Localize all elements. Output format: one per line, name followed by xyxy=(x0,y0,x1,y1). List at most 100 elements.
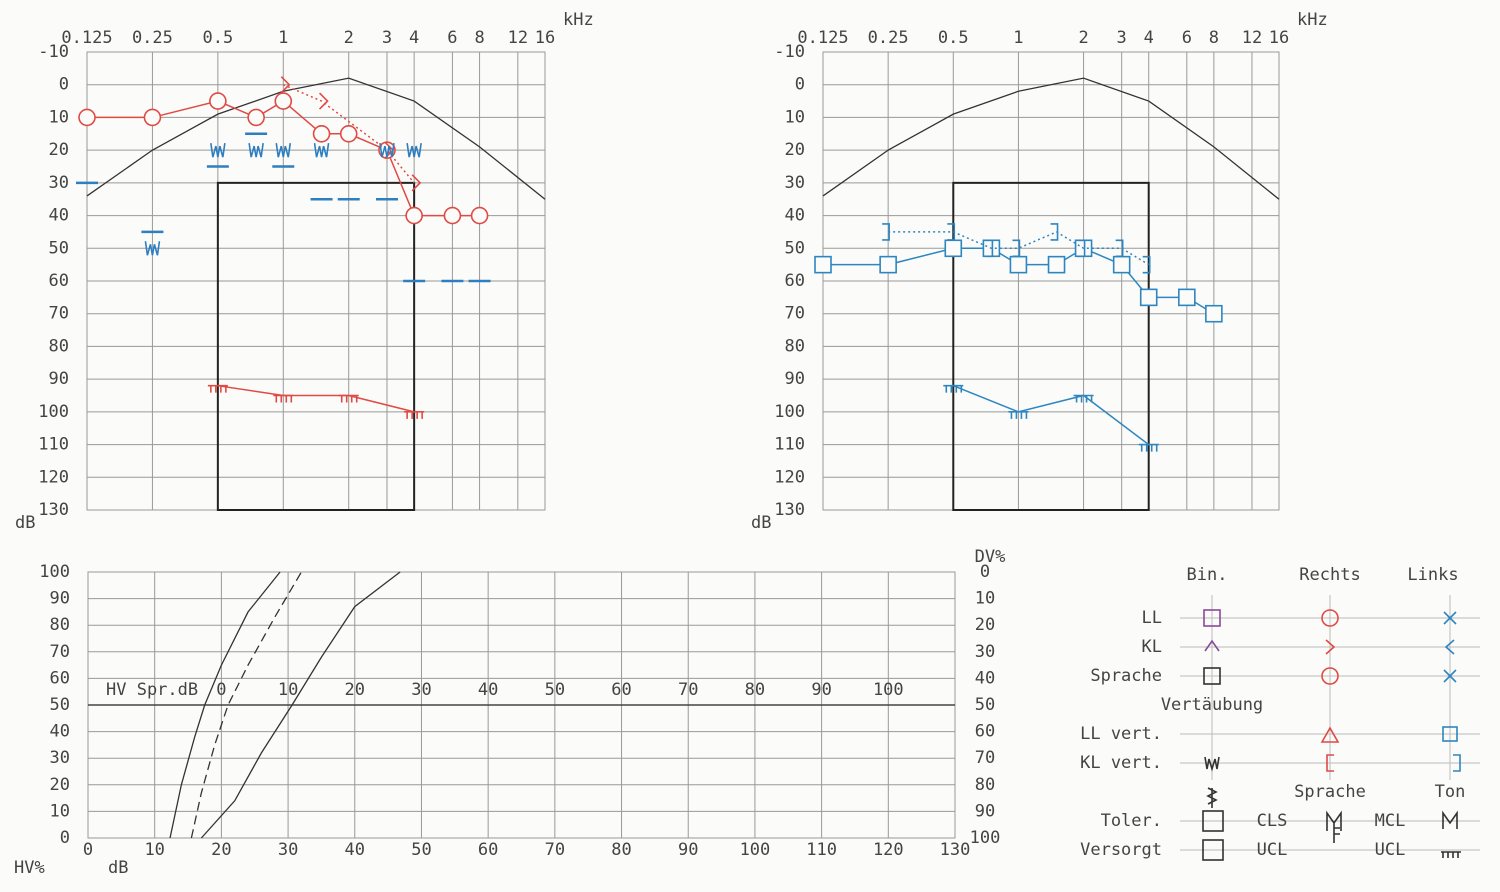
x-tick-label: 90 xyxy=(678,840,698,860)
data-marker xyxy=(339,124,358,143)
y-tick-label: 70 xyxy=(50,642,70,662)
legend-label: MCL xyxy=(1375,811,1406,831)
x-tick-label: 8 xyxy=(1209,28,1219,48)
series-line xyxy=(200,571,401,839)
legend-label: Versorgt xyxy=(1080,840,1162,860)
legend-header: Links xyxy=(1407,565,1458,585)
x-tick-label: 0.125 xyxy=(61,28,112,48)
x-tick-label: 0.5 xyxy=(202,28,233,48)
y-tick-label: 30 xyxy=(49,173,69,193)
x-tick-label: 6 xyxy=(447,28,457,48)
data-marker xyxy=(338,394,359,403)
y-axis-label: dB xyxy=(15,513,35,533)
symbol xyxy=(1453,754,1461,772)
data-marker xyxy=(1178,288,1196,307)
data-marker xyxy=(443,206,462,225)
y-tick-label: 80 xyxy=(49,336,69,356)
y2-tick-label: 50 xyxy=(975,695,995,715)
x-tick-label: 16 xyxy=(535,28,555,48)
data-marker xyxy=(405,206,423,225)
data-marker xyxy=(882,223,890,241)
symbol xyxy=(1441,851,1461,858)
y-tick-label: 40 xyxy=(49,206,69,226)
y-tick-label: 0 xyxy=(60,828,70,848)
x-tick-label: 110 xyxy=(806,840,837,860)
x-tick-label: 1 xyxy=(1013,28,1023,48)
reference-box xyxy=(216,181,416,511)
symbol xyxy=(1442,726,1458,742)
data-marker xyxy=(1138,443,1159,452)
y-axis-label: dB xyxy=(751,513,771,533)
y-tick-label: 60 xyxy=(50,668,70,688)
legend-header: Ton xyxy=(1435,782,1466,802)
x-tick-label: 2 xyxy=(344,28,354,48)
data-marker xyxy=(312,124,331,143)
x2-tick-label: 70 xyxy=(678,680,698,700)
x-axis-label: kHz xyxy=(563,10,594,30)
y-tick-label: 10 xyxy=(49,107,69,127)
x2-tick-label: 20 xyxy=(345,680,365,700)
y2-tick-label: 10 xyxy=(975,589,995,609)
legend-label: Toler. xyxy=(1101,811,1162,831)
x2-tick-label: 40 xyxy=(478,680,498,700)
x2-axis-label: HV Spr.dB xyxy=(106,680,198,700)
data-marker xyxy=(1073,394,1094,403)
legend-header: Sprache xyxy=(1294,782,1366,802)
series-line xyxy=(169,571,281,839)
symbol xyxy=(1204,756,1220,772)
data-marker xyxy=(470,206,489,225)
y-tick-label: 40 xyxy=(785,206,805,226)
y2-tick-label: 20 xyxy=(975,615,995,635)
symbol xyxy=(1444,639,1455,655)
symbol xyxy=(1203,667,1221,685)
x-tick-label: 130 xyxy=(940,840,971,860)
x-axis-label: kHz xyxy=(1297,10,1328,30)
data-marker xyxy=(275,143,292,158)
data-marker xyxy=(248,143,264,158)
legend-label: Sprache xyxy=(1090,666,1162,686)
symbol xyxy=(1326,810,1342,843)
data-marker xyxy=(273,394,294,403)
data-marker xyxy=(210,143,226,158)
legend-header: Bin. xyxy=(1187,565,1228,585)
x2-tick-label: 0 xyxy=(216,680,226,700)
x-axis-label: dB xyxy=(108,858,128,878)
symbol xyxy=(1202,810,1224,832)
x-tick-label: 70 xyxy=(545,840,565,860)
data-marker xyxy=(379,143,395,158)
y2-tick-label: 80 xyxy=(975,775,995,795)
data-marker xyxy=(313,143,330,158)
x-tick-label: 2 xyxy=(1078,28,1088,48)
x-tick-label: 100 xyxy=(740,840,771,860)
legend-label: KL vert. xyxy=(1080,753,1162,773)
x2-tick-label: 100 xyxy=(873,680,904,700)
y-tick-label: 80 xyxy=(50,615,70,635)
data-marker xyxy=(1008,411,1029,419)
y-tick-label: 60 xyxy=(49,271,69,291)
x-tick-label: 3 xyxy=(1117,28,1127,48)
x2-tick-label: 90 xyxy=(811,680,831,700)
data-marker xyxy=(943,384,964,393)
y2-tick-label: 60 xyxy=(975,722,995,742)
y-tick-label: 70 xyxy=(49,304,69,324)
y-tick-label: -10 xyxy=(774,42,805,62)
x2-tick-label: 80 xyxy=(745,680,765,700)
symbol xyxy=(1443,611,1457,625)
series-line xyxy=(282,84,415,184)
data-marker xyxy=(280,76,291,94)
y2-axis-label: DV% xyxy=(975,547,1006,567)
y-tick-label: 80 xyxy=(785,336,805,356)
series-line xyxy=(190,571,302,839)
y2-tick-label: 0 xyxy=(980,562,990,582)
symbol xyxy=(1204,639,1220,652)
data-marker xyxy=(143,108,162,127)
legend-label: KL xyxy=(1142,637,1162,657)
symbol xyxy=(1442,810,1458,829)
data-marker xyxy=(1077,239,1086,258)
data-marker xyxy=(207,384,228,393)
y-tick-label: 100 xyxy=(38,402,69,422)
y-tick-label: 110 xyxy=(38,435,69,455)
data-marker xyxy=(985,239,994,258)
symbol xyxy=(1326,754,1334,772)
data-marker xyxy=(144,241,161,256)
